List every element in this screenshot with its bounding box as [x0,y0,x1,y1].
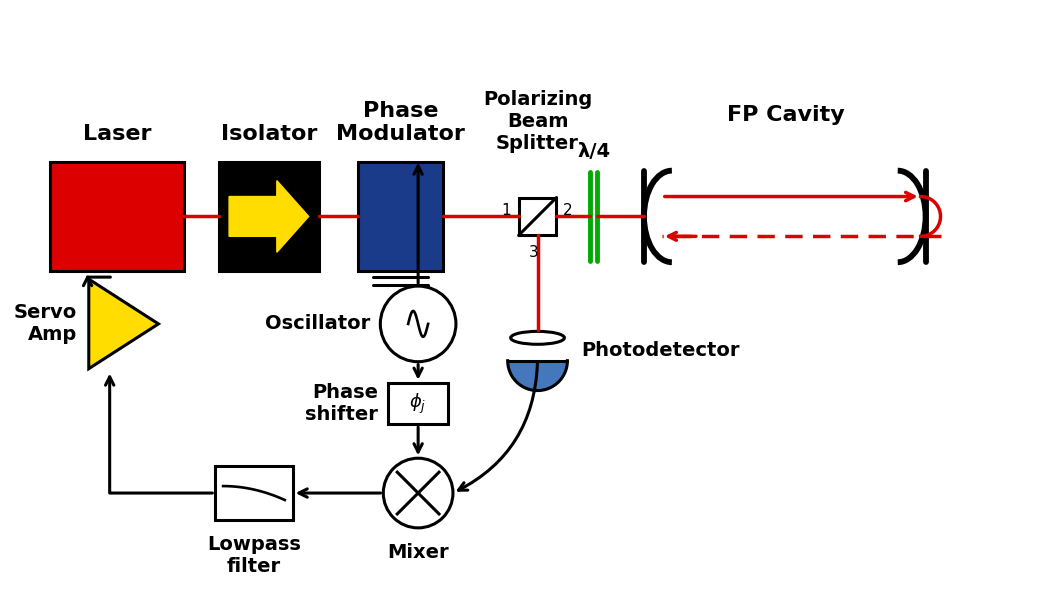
Text: Isolator: Isolator [220,124,317,144]
Text: Phase
shifter: Phase shifter [306,383,378,424]
Text: 2: 2 [563,203,572,218]
Bar [219,162,318,271]
Text: Servo
Amp: Servo Amp [14,304,77,344]
Text: Polarizing
Beam
Splitter: Polarizing Beam Splitter [483,90,592,153]
Circle shape [380,286,456,362]
Bar [388,382,448,424]
Text: Lowpass
filter: Lowpass filter [207,535,301,576]
Polygon shape [229,181,309,252]
Text: FP Cavity: FP Cavity [728,105,846,125]
Bar [519,198,556,235]
Text: λ/4: λ/4 [577,142,611,161]
Text: Mixer: Mixer [387,543,449,562]
Circle shape [383,458,453,528]
Text: Laser: Laser [82,124,151,144]
Text: Oscillator: Oscillator [265,315,371,333]
Bar [358,162,443,271]
Bar [50,162,185,271]
Text: 3: 3 [528,245,539,261]
Text: $\phi_j$: $\phi_j$ [409,391,427,416]
Ellipse shape [511,331,565,344]
Text: 1: 1 [501,203,511,218]
Polygon shape [507,361,567,390]
Bar [215,466,292,520]
Text: Photodetector: Photodetector [582,341,740,360]
Polygon shape [89,279,159,368]
Text: Phase
Modulator: Phase Modulator [336,101,466,144]
